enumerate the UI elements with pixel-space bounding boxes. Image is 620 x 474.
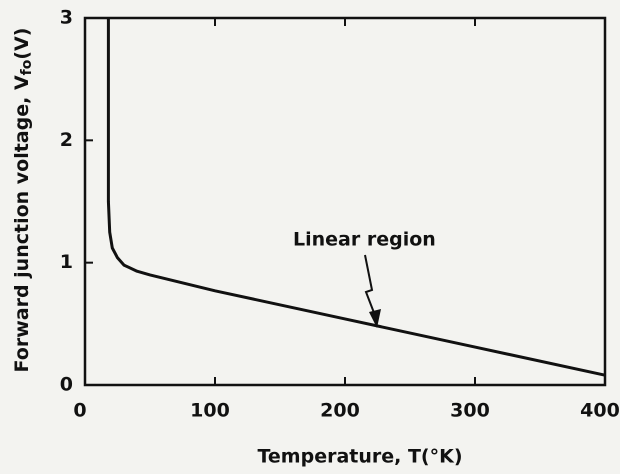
x-tick-label: 300 [450,400,490,422]
y-tick-label: 3 [60,7,73,29]
annotation: Linear region [293,229,436,251]
y-tick-label: 1 [60,251,73,273]
y-label-text: Forward junction voltage, V [11,75,33,372]
x-tick-label: 400 [580,400,620,422]
x-tick-label: 0 [73,400,86,422]
x-tick-label: 100 [190,400,230,422]
x-axis-label: Temperature, T(°K) [257,446,462,468]
x-tick-label: 200 [320,400,360,422]
y-tick-label: 2 [60,129,73,151]
chart: Forward junction voltage, Vfo(V) Tempera… [0,0,620,474]
y-tick-label: 0 [60,374,73,396]
page: Forward junction voltage, Vfo(V) Tempera… [0,0,620,474]
y-label-unit: (V) [11,28,33,60]
y-axis-label: Forward junction voltage, Vfo(V) [11,28,36,373]
y-label-sub: fo [19,59,35,75]
